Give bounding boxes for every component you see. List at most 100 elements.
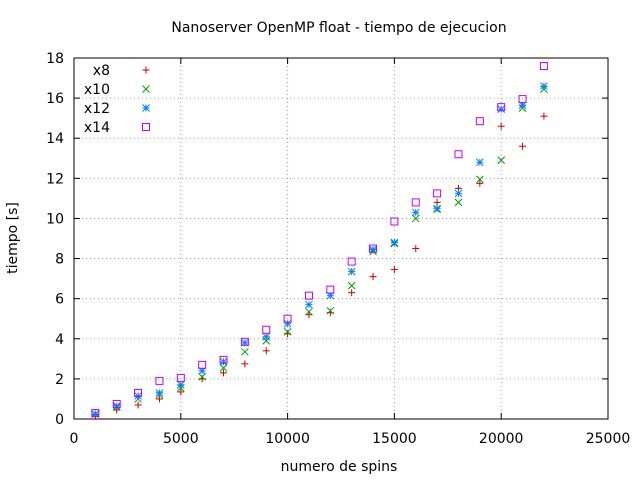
data-point xyxy=(283,314,292,323)
data-point xyxy=(305,307,313,316)
series-x12 xyxy=(91,82,548,418)
data-point xyxy=(433,204,441,213)
y-tick-label: 14 xyxy=(46,131,64,147)
data-point xyxy=(176,373,185,382)
y-tick-label: 0 xyxy=(55,412,64,428)
y-tick-label: 4 xyxy=(55,332,64,348)
data-point xyxy=(177,388,185,396)
y-tick-label: 8 xyxy=(55,252,64,268)
data-point xyxy=(497,156,506,165)
data-point xyxy=(241,360,249,368)
y-tick-label: 18 xyxy=(46,51,64,67)
legend-marker xyxy=(142,66,150,74)
data-point xyxy=(305,300,313,309)
data-point xyxy=(347,257,356,266)
data-point xyxy=(539,62,548,71)
data-point xyxy=(262,332,271,341)
x-tick-label: 15000 xyxy=(372,431,417,447)
data-point xyxy=(198,360,207,369)
data-point xyxy=(198,373,207,381)
data-point xyxy=(220,369,228,377)
y-tick-label: 12 xyxy=(46,171,64,187)
y-tick-label: 10 xyxy=(46,211,64,227)
x-tick-label: 0 xyxy=(70,431,79,447)
data-point xyxy=(219,357,228,366)
legend-marker xyxy=(142,85,150,93)
data-point xyxy=(411,214,420,223)
data-point xyxy=(262,347,270,355)
data-point xyxy=(347,267,356,276)
data-point xyxy=(134,401,142,409)
data-point xyxy=(347,281,356,290)
data-point xyxy=(390,238,399,247)
x-tick-label: 10000 xyxy=(265,431,310,447)
data-point xyxy=(369,244,378,253)
chart-title: Nanoserver OpenMP float - tiempo de ejec… xyxy=(171,20,506,36)
x-tick-label: 25000 xyxy=(586,431,631,447)
legend: x8 x10 x12 x14 xyxy=(84,63,150,136)
data-point xyxy=(283,319,292,328)
data-point xyxy=(518,95,527,104)
y-axis-label: tiempo [s] xyxy=(5,202,21,274)
legend-label: x10 xyxy=(84,82,110,98)
y-tick-label: 6 xyxy=(55,292,64,308)
data-point xyxy=(454,150,463,159)
data-point xyxy=(390,266,398,274)
data-point xyxy=(454,198,463,207)
x-tick-label: 5000 xyxy=(163,431,199,447)
data-point xyxy=(497,105,506,113)
data-point xyxy=(454,189,463,198)
series-x10 xyxy=(91,85,548,418)
data-point xyxy=(369,273,377,281)
data-point xyxy=(497,103,506,112)
x-axis-label: numero de spins xyxy=(281,459,398,475)
data-point xyxy=(476,179,484,187)
data-point xyxy=(134,388,143,397)
data-point xyxy=(411,208,420,217)
series-x8 xyxy=(91,112,548,419)
data-point xyxy=(155,389,164,397)
plot-frame xyxy=(73,57,609,420)
data-point xyxy=(91,408,100,417)
data-point xyxy=(176,381,185,389)
data-point xyxy=(283,327,292,336)
series-x14 xyxy=(91,62,548,417)
data-point xyxy=(262,325,271,334)
axis-ticks: 0 5000 10000 15000 20000 25000 0 2 4 6 8 10 12 14 16 18 xyxy=(46,51,630,447)
data-point xyxy=(411,198,420,207)
data-point xyxy=(219,355,228,364)
data-point xyxy=(540,112,548,120)
data-point xyxy=(412,245,420,253)
data-point xyxy=(475,175,484,184)
data-point xyxy=(326,285,335,294)
x-tick-label: 20000 xyxy=(479,431,524,447)
legend-label: x14 xyxy=(84,120,110,136)
data-point xyxy=(155,376,164,385)
data-point xyxy=(326,306,335,315)
data-point xyxy=(112,402,121,410)
legend-marker xyxy=(142,123,150,131)
data-point xyxy=(475,117,484,126)
data-point xyxy=(348,289,356,297)
data-point xyxy=(540,82,548,90)
data-point xyxy=(219,364,228,372)
data-point xyxy=(240,337,249,346)
data-point xyxy=(433,198,441,206)
data-point xyxy=(519,142,527,150)
legend-marker xyxy=(142,104,150,112)
y-tick-label: 2 xyxy=(55,372,64,388)
data-point xyxy=(433,189,442,198)
data-point xyxy=(497,122,505,130)
data-point xyxy=(390,217,399,226)
data-point xyxy=(475,158,484,167)
legend-label: x8 xyxy=(93,63,110,79)
legend-label: x12 xyxy=(84,101,110,117)
data-point xyxy=(155,395,163,403)
y-tick-label: 16 xyxy=(46,91,64,107)
data-points xyxy=(91,62,548,419)
data-point xyxy=(112,399,121,408)
data-point xyxy=(241,347,249,356)
grid xyxy=(74,58,608,419)
data-point xyxy=(304,291,313,300)
